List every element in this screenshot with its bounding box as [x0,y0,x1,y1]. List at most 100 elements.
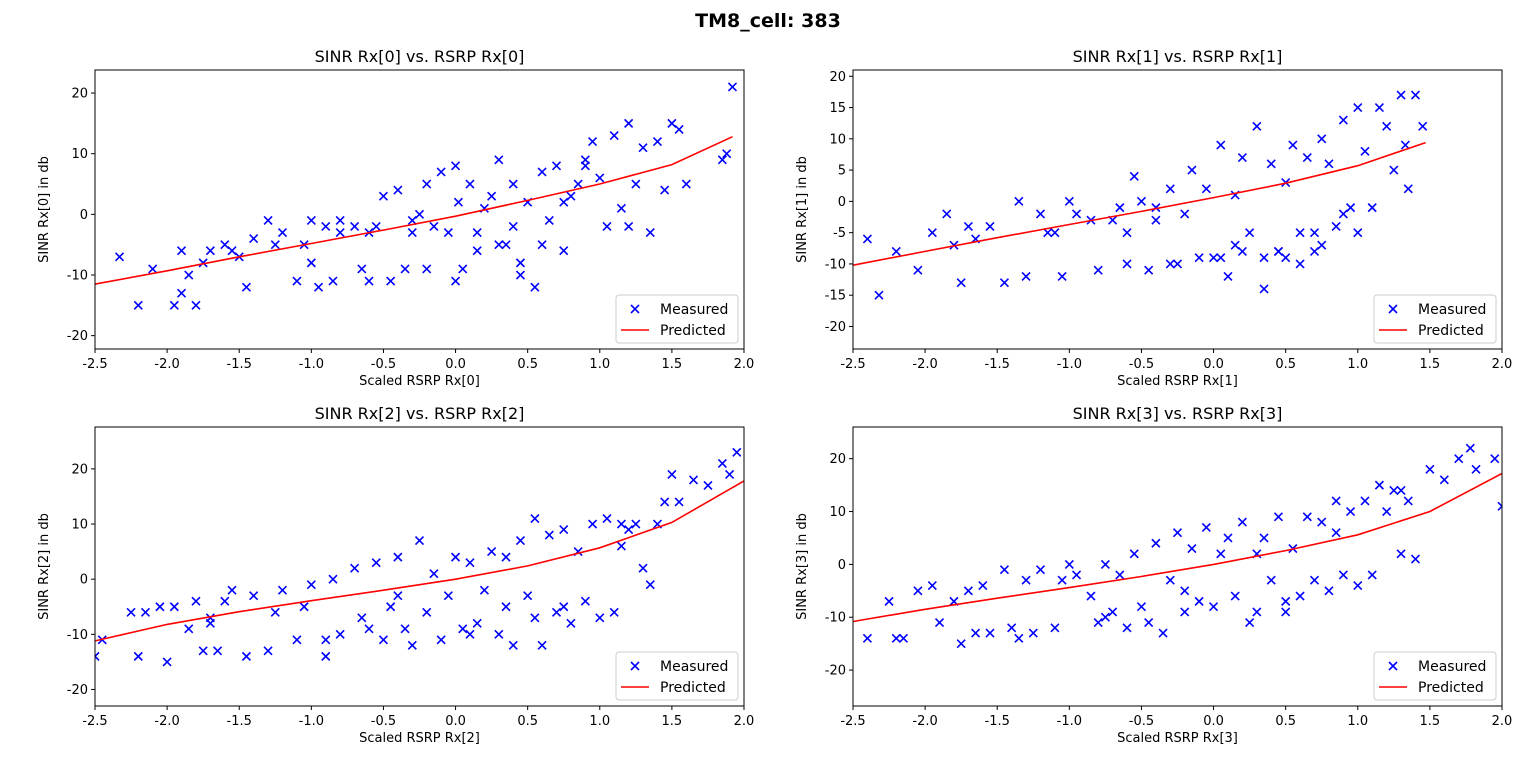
measured-point [999,278,1009,288]
measured-point [717,458,727,468]
measured-point [393,591,403,601]
measured-point [1100,559,1110,569]
x-axis-label: Scaled RSRP Rx[0] [359,374,480,389]
measured-point [148,264,158,274]
measured-point [465,179,475,189]
measured-point [891,633,901,643]
measured-point [458,624,468,634]
measured-point [1252,607,1262,617]
measured-point [249,234,259,244]
measured-point [1324,159,1334,169]
x-tick-label: 1.0 [1347,714,1368,729]
measured-point [241,282,251,292]
measured-point [667,118,677,128]
measured-point [616,541,626,551]
measured-point [1201,184,1211,194]
y-tick-label: -20 [825,320,846,335]
y-tick-label: 20 [71,87,88,102]
measured-point [407,227,417,238]
y-tick-label: 10 [829,505,846,520]
measured-point [703,480,713,491]
measured-point [508,179,518,189]
measured-point [364,276,374,286]
measured-point [616,203,626,213]
measured-point [126,607,136,617]
measured-point [393,552,403,562]
measured-point [927,228,937,238]
measured-point [523,591,533,601]
measured-point [624,118,634,128]
measured-point [227,246,237,256]
y-axis-label: SINR Rx[3] in db [795,513,810,620]
measured-point [727,82,738,92]
measured-point [299,602,309,612]
measured-point [1216,549,1226,559]
measured-point [328,276,338,286]
plot-area [853,90,1428,300]
measured-point [1353,102,1363,113]
measured-point [1115,570,1125,580]
measured-point [1389,165,1399,175]
measured-point [1237,246,1247,256]
measured-point [913,265,923,275]
x-tick-label: 1.0 [589,357,610,372]
measured-point [985,221,995,231]
legend-box [615,651,739,701]
measured-point [1309,228,1320,238]
x-tick-label: -0.5 [371,714,396,729]
x-tick-label: 0.5 [517,357,538,372]
measured-point [472,227,482,238]
measured-point [544,215,554,225]
legend-measured-marker [1388,661,1398,671]
measured-point [1317,517,1327,527]
legend-measured-label: Measured [1418,659,1486,675]
legend-predicted-label: Predicted [1418,680,1484,696]
measured-point [133,651,143,661]
x-tick-label: -1.5 [985,357,1010,372]
x-tick-label: 0.0 [1203,357,1224,372]
y-axis-label: SINR Rx[2] in db [37,513,52,620]
x-tick-label: 2.0 [1492,714,1513,729]
measured-point [725,469,735,479]
measured-point [530,613,540,623]
y-tick-label: 10 [71,147,88,162]
measured-point [1389,485,1399,495]
y-tick-label: 20 [829,70,846,85]
measured-point [1071,570,1082,580]
measured-point [732,447,742,457]
measured-point [184,270,194,280]
legend-box [1373,651,1497,701]
measured-point [1360,496,1370,506]
y-tick-label: 10 [71,518,88,533]
x-tick-label: -2.5 [840,357,865,372]
y-tick-label: 0 [80,573,88,588]
measured-point [1382,121,1392,131]
measured-point [155,602,165,612]
measured-point [292,276,302,286]
subplot-title: SINR Rx[1] vs. RSRP Rx[1] [1073,47,1283,66]
measured-point [494,240,504,250]
measured-point [1273,246,1284,256]
measured-point [1317,240,1327,250]
measured-point [414,536,425,546]
measured-point [515,536,526,546]
measured-point [1014,633,1024,643]
x-tick-label: -2.0 [154,714,179,729]
measured-point [580,596,590,606]
measured-point [357,264,367,274]
measured-point [624,221,634,232]
measured-point [1302,512,1312,522]
measured-point [277,585,288,595]
measured-point [1400,140,1410,150]
measured-point [1180,586,1190,596]
x-tick-label: -2.0 [912,357,937,372]
x-tick-label: 2.0 [734,714,755,729]
predicted-line [853,472,1502,623]
measured-point [270,607,280,617]
measured-point [263,215,273,225]
measured-point [220,596,230,606]
y-tick-label: -20 [67,683,88,698]
measured-point [1281,253,1291,263]
measured-point [1403,496,1413,506]
